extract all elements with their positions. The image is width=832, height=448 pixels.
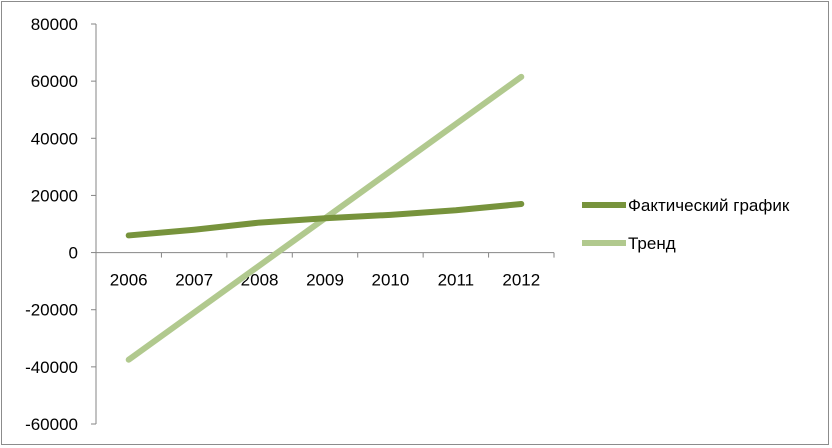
y-tick-labels: 80000 60000 40000 20000 0 -20000 -40000 -60000 [25,15,78,434]
x-tick-labels: 2006 2007 2008 2009 2010 2011 2012 [110,271,540,290]
x-tick-label: 2007 [175,271,213,290]
y-tick-label: 80000 [31,15,78,34]
series-lines [125,73,525,363]
y-tick-label: 60000 [31,72,78,91]
x-tick-label: 2012 [502,271,540,290]
y-tick-label: 20000 [31,186,78,205]
series-line-0 [125,201,525,239]
y-tick-label: -60000 [25,415,78,434]
x-tick-label: 2010 [372,271,410,290]
y-tick-label: 0 [69,244,78,263]
legend-label: Тренд [628,234,676,253]
y-tick-label: -40000 [25,358,78,377]
x-tick-label: 2009 [306,271,344,290]
legend-label: Фактический график [628,196,790,215]
y-tick-label: -20000 [25,301,78,320]
legend: Фактический график Тренд [582,196,790,253]
x-tick-label: 2011 [438,271,475,290]
x-tick-label: 2006 [110,271,148,290]
axes [91,23,555,425]
y-tick-label: 40000 [31,129,78,148]
